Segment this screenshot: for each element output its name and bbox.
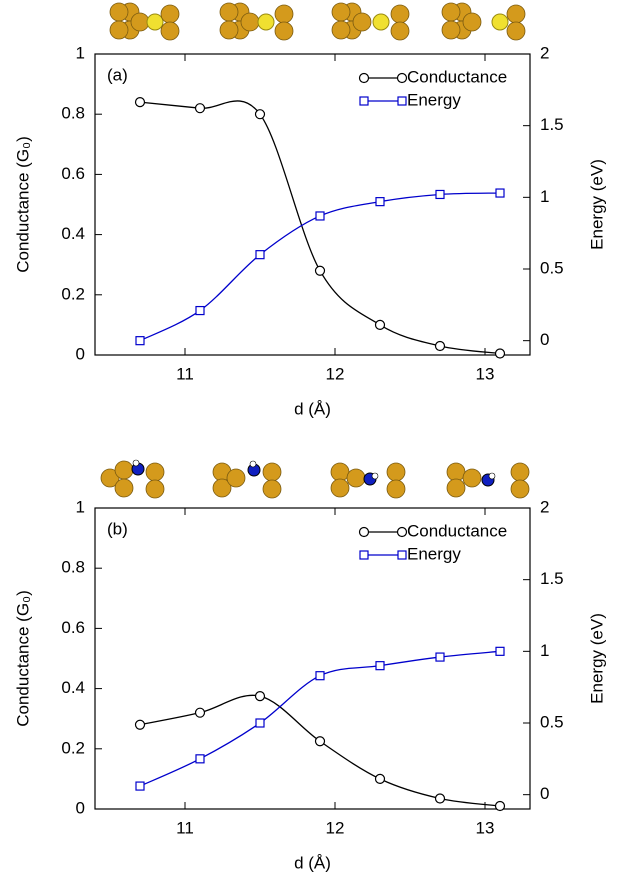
legend-label: Conductance	[407, 521, 507, 540]
y-axis-title: Conductance (G₀)	[13, 590, 32, 727]
marker	[359, 96, 369, 106]
y-axis-title: Conductance (G₀)	[13, 136, 32, 273]
x-tick-label: 13	[476, 364, 495, 383]
marker	[255, 718, 265, 728]
marker	[135, 781, 145, 791]
x-axis-title: d (Å)	[294, 853, 331, 872]
structure-icons-b	[100, 459, 530, 499]
marker	[315, 671, 325, 681]
marker	[134, 719, 146, 730]
y-tick-label: 0	[76, 344, 85, 363]
y-tick-label: 0	[76, 798, 85, 817]
marker	[434, 340, 446, 352]
y2-tick-label: 0	[540, 784, 549, 803]
y-tick-label: 0.8	[61, 104, 85, 123]
y-tick-label: 0.6	[61, 164, 85, 183]
y2-tick-label: 0.5	[540, 712, 564, 731]
marker	[135, 336, 145, 346]
marker	[374, 773, 386, 785]
x-tick-label: 13	[476, 818, 495, 837]
structure-icons-a	[109, 2, 526, 41]
y-tick-label: 0.4	[61, 224, 85, 243]
panel-label: (b)	[107, 519, 128, 538]
marker	[435, 652, 445, 662]
legend-label: Conductance	[407, 67, 507, 86]
marker	[396, 72, 408, 84]
marker	[374, 319, 386, 330]
marker	[314, 265, 326, 276]
marker	[254, 109, 266, 120]
y2-tick-label: 0	[540, 330, 549, 349]
marker	[494, 800, 506, 812]
marker	[314, 736, 326, 747]
y-tick-label: 0.2	[61, 738, 85, 757]
y-tick-label: 1	[76, 43, 85, 62]
y-tick-label: 0.2	[61, 284, 85, 303]
marker	[358, 72, 370, 84]
plot-frame	[94, 507, 531, 810]
y2-tick-label: 0.5	[540, 258, 564, 277]
marker	[194, 707, 206, 718]
y2-tick-label: 2	[540, 497, 549, 516]
marker	[375, 197, 385, 207]
x-tick-label: 12	[326, 364, 345, 383]
y2-tick-label: 2	[540, 43, 549, 62]
legend-label: Energy	[407, 90, 461, 109]
y2-tick-label: 1.5	[540, 115, 564, 134]
y-tick-label: 0.8	[61, 558, 85, 577]
marker	[397, 550, 407, 560]
marker	[194, 103, 206, 114]
marker	[254, 691, 266, 702]
marker	[134, 97, 146, 108]
y2-axis-title: Energy (eV)	[587, 159, 606, 250]
y-tick-label: 0.4	[61, 678, 85, 697]
x-axis-title: d (Å)	[294, 399, 331, 418]
series-line	[139, 694, 501, 807]
marker	[397, 96, 407, 106]
x-tick-label: 11	[176, 818, 194, 837]
marker	[495, 646, 505, 656]
y2-tick-label: 1.5	[540, 569, 564, 588]
marker	[315, 211, 325, 221]
marker	[195, 754, 205, 764]
x-tick-label: 12	[326, 818, 345, 837]
marker	[494, 348, 506, 359]
marker	[495, 188, 505, 198]
plot-frame	[94, 53, 531, 356]
marker	[396, 526, 408, 538]
marker	[359, 550, 369, 560]
y-tick-label: 1	[76, 497, 85, 516]
y2-tick-label: 1	[540, 641, 549, 660]
y2-tick-label: 1	[540, 187, 549, 206]
marker	[358, 526, 370, 538]
marker	[375, 661, 385, 671]
marker	[195, 305, 205, 316]
series-line	[139, 100, 501, 355]
marker	[434, 793, 446, 804]
panel-label: (a)	[107, 65, 128, 84]
y2-axis-title: Energy (eV)	[587, 613, 606, 704]
legend-label: Energy	[407, 544, 461, 563]
marker	[435, 189, 445, 200]
marker	[255, 250, 265, 260]
y-tick-label: 0.6	[61, 618, 85, 637]
x-tick-label: 11	[176, 364, 194, 383]
